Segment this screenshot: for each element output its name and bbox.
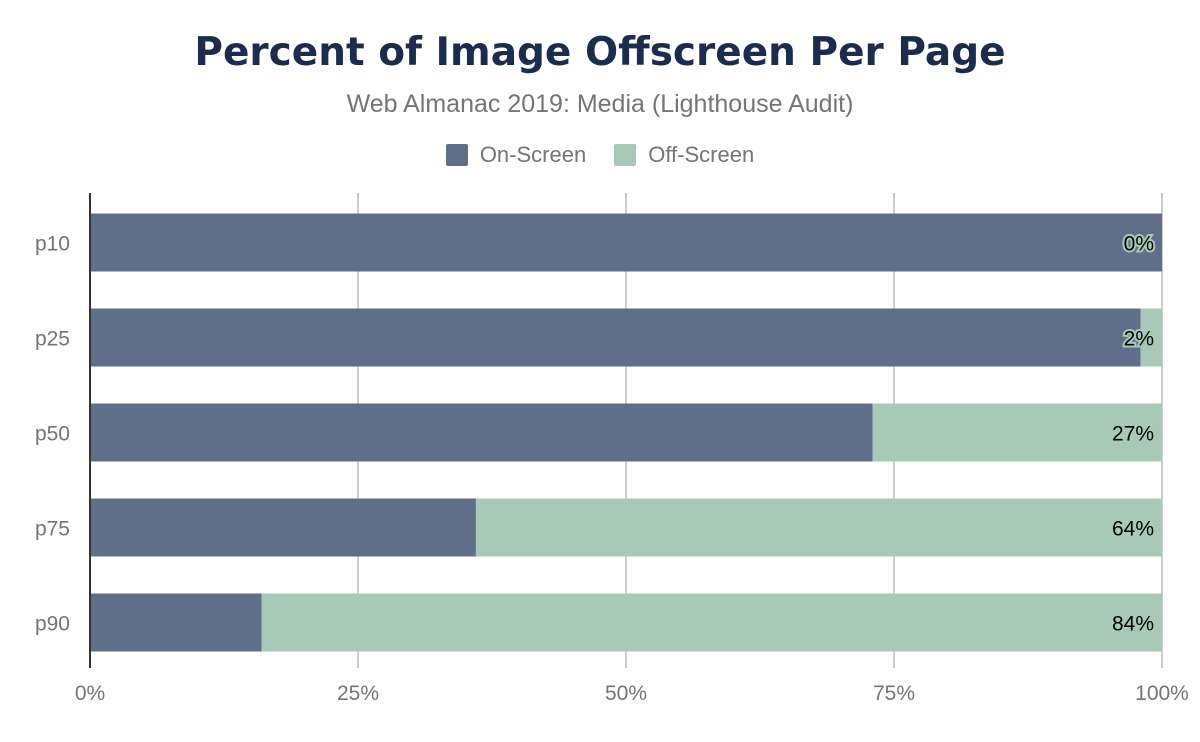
bar-off-screen: [261, 593, 1162, 652]
bar-on-screen: [90, 498, 476, 557]
chart-subtitle: Web Almanac 2019: Media (Lighthouse Audi…: [346, 90, 854, 118]
bar-off-screen: [475, 498, 1162, 557]
bar-on-screen: [90, 403, 873, 462]
legend-item-on-screen[interactable]: On-Screen: [445, 142, 587, 168]
x-tick-label: 100%: [1135, 682, 1189, 705]
y-tick-label: p10: [35, 233, 70, 256]
legend-swatch-on-screen: [445, 144, 468, 166]
bar-on-screen: [90, 593, 262, 652]
data-label: 64%: [1112, 518, 1154, 541]
legend-label: On-Screen: [479, 142, 587, 167]
y-tick-label: p50: [35, 423, 70, 446]
x-tick-label: 75%: [873, 682, 915, 705]
legend-swatch-off-screen: [614, 144, 637, 166]
y-tick-label: p25: [35, 328, 70, 351]
x-tick-label: 25%: [337, 682, 379, 705]
y-tick-label: p75: [35, 518, 70, 541]
bar-off-screen: [872, 403, 1162, 462]
chart-title: Percent of Image Offscreen Per Page: [194, 30, 1006, 75]
legend-label: Off-Screen: [648, 142, 755, 167]
data-label: 27%: [1112, 423, 1154, 446]
bar-on-screen: [90, 308, 1141, 367]
x-tick-label: 0%: [75, 682, 105, 705]
bar-off-screen: [1140, 308, 1162, 367]
bar-on-screen: [90, 213, 1162, 272]
data-label: 84%: [1112, 613, 1154, 636]
y-tick-label: p90: [35, 613, 70, 636]
legend: On-Screen Off-Screen: [0, 142, 1200, 168]
x-tick-label: 50%: [605, 682, 647, 705]
legend-item-off-screen[interactable]: Off-Screen: [614, 142, 754, 168]
data-label: 2%: [1124, 328, 1154, 351]
data-label: 0%: [1124, 233, 1154, 256]
